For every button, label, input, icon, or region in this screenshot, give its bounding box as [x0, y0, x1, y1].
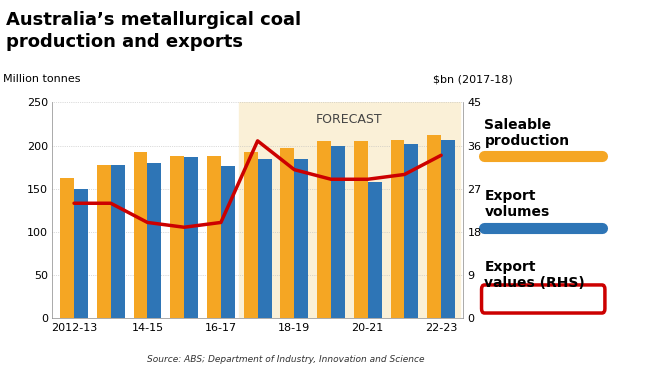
Text: Export
volumes: Export volumes: [484, 189, 550, 219]
Text: Million tonnes: Million tonnes: [3, 74, 80, 85]
Text: $bn (2017-18): $bn (2017-18): [433, 74, 513, 85]
Text: Export
values (RHS): Export values (RHS): [484, 260, 585, 290]
Bar: [280, 148, 294, 318]
Text: FORECAST: FORECAST: [316, 113, 383, 126]
Bar: [368, 182, 382, 318]
Bar: [257, 160, 272, 318]
Bar: [331, 146, 345, 318]
Bar: [60, 178, 74, 318]
Bar: [97, 165, 110, 318]
Bar: [133, 152, 148, 318]
Text: Saleable
production: Saleable production: [484, 117, 569, 148]
Bar: [148, 163, 161, 318]
Bar: [207, 156, 221, 318]
Bar: [441, 139, 455, 318]
Bar: [427, 135, 441, 318]
Bar: [244, 152, 257, 318]
Text: Australia’s metallurgical coal
production and exports: Australia’s metallurgical coal productio…: [6, 11, 302, 51]
Bar: [184, 157, 198, 318]
Bar: [391, 139, 404, 318]
Bar: [404, 144, 419, 318]
Bar: [221, 167, 235, 318]
Text: Source: ABS; Department of Industry, Innovation and Science: Source: ABS; Department of Industry, Inn…: [148, 355, 424, 364]
Bar: [317, 141, 331, 318]
FancyBboxPatch shape: [482, 285, 605, 313]
Bar: [354, 141, 368, 318]
Bar: [294, 158, 308, 318]
Bar: [239, 102, 460, 318]
Bar: [74, 189, 88, 318]
Bar: [170, 156, 184, 318]
Bar: [111, 165, 125, 318]
